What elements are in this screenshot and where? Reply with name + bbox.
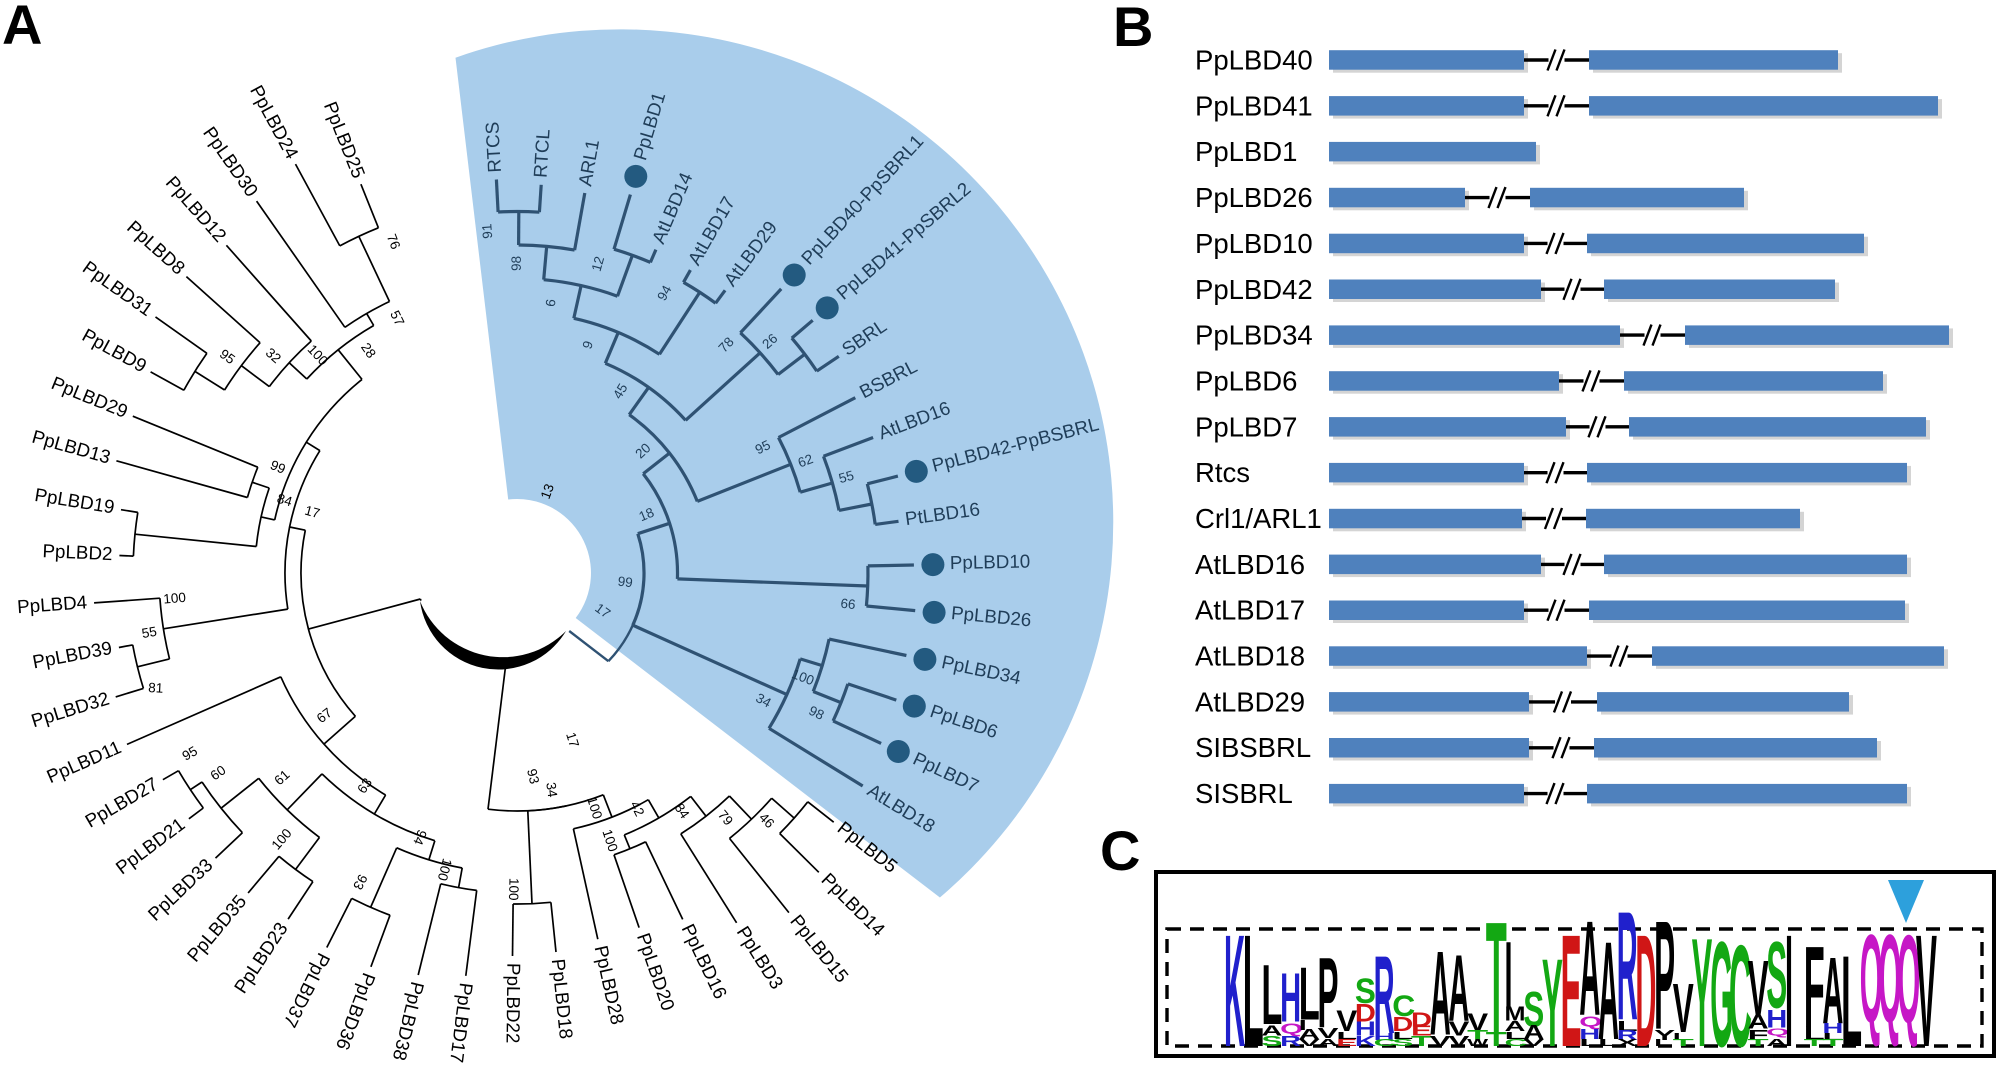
svg-text:Crl1/ARL1: Crl1/ARL1 bbox=[1195, 503, 1322, 534]
svg-text:AtLBD17: AtLBD17 bbox=[1195, 595, 1305, 626]
svg-text:PpLBD42: PpLBD42 bbox=[1195, 274, 1313, 305]
svg-text:PpLBD10: PpLBD10 bbox=[950, 550, 1031, 573]
svg-text:SISBRL: SISBRL bbox=[1195, 778, 1293, 809]
svg-text:Rtcs: Rtcs bbox=[1195, 457, 1250, 488]
svg-text:PpLBD26: PpLBD26 bbox=[1195, 182, 1313, 213]
svg-text:B: B bbox=[1113, 0, 1153, 58]
svg-text:PpLBD6: PpLBD6 bbox=[1195, 365, 1297, 396]
svg-text:AtLBD18: AtLBD18 bbox=[1195, 641, 1305, 672]
svg-text:PpLBD41: PpLBD41 bbox=[1195, 90, 1313, 121]
svg-text:100: 100 bbox=[163, 590, 187, 607]
svg-text:100: 100 bbox=[506, 878, 522, 901]
svg-text:PpLBD2: PpLBD2 bbox=[42, 540, 113, 564]
svg-text:PpLBD1: PpLBD1 bbox=[1195, 136, 1297, 167]
svg-text:SIBSBRL: SIBSBRL bbox=[1195, 732, 1311, 763]
svg-text:RTCS: RTCS bbox=[481, 121, 505, 173]
svg-text:RTCL: RTCL bbox=[530, 128, 554, 178]
svg-text:66: 66 bbox=[840, 596, 857, 613]
svg-text:PpLBD40: PpLBD40 bbox=[1195, 45, 1313, 76]
svg-text:I: I bbox=[1785, 903, 1793, 1067]
svg-text:81: 81 bbox=[148, 680, 164, 696]
svg-text:91: 91 bbox=[479, 223, 495, 239]
svg-text:PpLBD7: PpLBD7 bbox=[1195, 411, 1297, 442]
svg-text:PpLBD22: PpLBD22 bbox=[502, 963, 524, 1044]
svg-text:55: 55 bbox=[141, 624, 158, 641]
svg-text:PpLBD10: PpLBD10 bbox=[1195, 228, 1313, 259]
svg-text:I: I bbox=[1654, 1037, 1662, 1048]
svg-text:C: C bbox=[1100, 819, 1140, 882]
svg-text:98: 98 bbox=[509, 256, 524, 271]
svg-text:34: 34 bbox=[543, 781, 560, 798]
svg-text:A: A bbox=[2, 0, 42, 56]
svg-text:99: 99 bbox=[617, 574, 634, 591]
svg-text:PpLBD34: PpLBD34 bbox=[1195, 320, 1313, 351]
svg-text:AtLBD29: AtLBD29 bbox=[1195, 686, 1305, 717]
svg-text:AtLBD16: AtLBD16 bbox=[1195, 549, 1305, 580]
svg-text:V: V bbox=[1916, 903, 1937, 1067]
